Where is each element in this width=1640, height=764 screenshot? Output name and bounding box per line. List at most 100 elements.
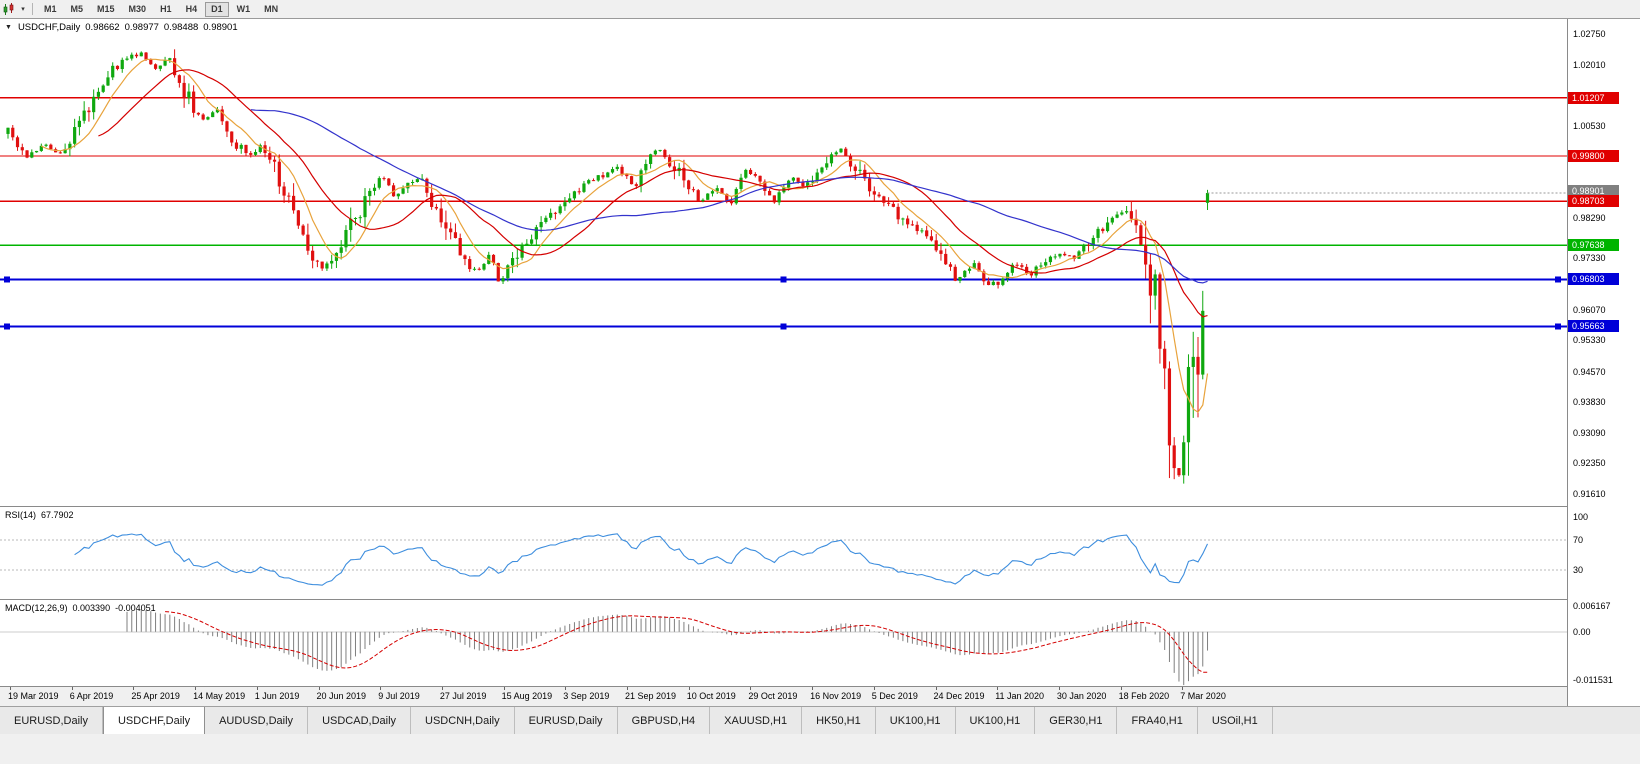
date-tick-mark [627, 687, 628, 690]
date-tick-mark [195, 687, 197, 690]
date-tick-mark [10, 687, 11, 690]
date-label: 10 Oct 2019 [686, 691, 736, 701]
time-axis[interactable]: 19 Mar 2019 6 Apr 2019 25 Apr 2019 14 May 2… [0, 687, 1567, 705]
chart-tab-usoil-h1[interactable]: USOil,H1 [1197, 707, 1273, 734]
timeframe-button-w1[interactable]: W1 [236, 3, 251, 14]
date-tick-mark [71, 687, 73, 690]
chart-tab-ger30-h1[interactable]: GER30,H1 [1035, 707, 1118, 734]
price-tick: 0.96070 [1573, 304, 1606, 315]
timeframe-button-m15[interactable]: M15 [97, 3, 115, 14]
timeframe-button-m30[interactable]: M30 [128, 3, 147, 14]
chart-tab-bar: EURUSD,Daily USDCHF,Daily AUDUSD,Daily USDC… [0, 706, 1640, 734]
date-tick-mark [1120, 687, 1122, 690]
chart-tab-eurusd-daily[interactable]: EURUSD,Daily [0, 707, 103, 734]
date-label: 6 Apr 2019 [69, 691, 114, 701]
date-tick-mark [997, 687, 999, 690]
chart-tab-usdcad-daily[interactable]: USDCAD,Daily [308, 707, 412, 734]
date-tick-mark [441, 687, 443, 690]
chart-tab-eurusd-daily[interactable]: EURUSD,Daily [514, 707, 618, 734]
chart-tab-audusd-daily[interactable]: AUDUSD,Daily [205, 707, 309, 734]
panel-divider[interactable] [0, 506, 1567, 507]
date-tick-mark [503, 687, 505, 690]
rsi-axis-label: 100 [1573, 512, 1589, 522]
chevron-down-icon[interactable]: ▾ [21, 6, 25, 13]
chart-title: ▼ USDCHF,Daily 0.98662 0.98977 0.98488 0… [5, 22, 238, 33]
price-tick: 0.94570 [1573, 366, 1606, 377]
rsi-label: RSI(14) 67.7902 [5, 510, 74, 520]
date-tick-mark [750, 687, 752, 690]
price-tick: 0.98290 [1573, 213, 1606, 224]
timeframe-button-m5[interactable]: M5 [70, 3, 84, 14]
macd-canvas[interactable] [0, 600, 1567, 686]
price-tag-resistance-line: 0.98703 [1568, 195, 1619, 208]
date-tick-mark [812, 687, 814, 690]
date-tick-mark [318, 687, 320, 690]
chart-tab-gbpusd-h4[interactable]: GBPUSD,H4 [617, 707, 711, 734]
price-tick: 0.93090 [1573, 427, 1606, 438]
chart-tab-xauusd-h1[interactable]: XAUUSD,H1 [710, 707, 803, 734]
date-label: 1 Jun 2019 [254, 691, 300, 701]
chart-tab-uk100-h1[interactable]: UK100,H1 [955, 707, 1036, 734]
rsi-name: RSI(14) [5, 510, 37, 520]
date-tick-mark [256, 687, 258, 690]
date-tick-mark [565, 687, 567, 690]
rsi-axis-label: 30 [1573, 565, 1584, 576]
date-label: 27 Jul 2019 [439, 691, 487, 701]
date-label: 29 Oct 2019 [748, 691, 798, 701]
price-tag-support-line: 0.97638 [1568, 239, 1619, 252]
macd-panel[interactable]: MACD(12,26,9) 0.003390 -0.004051 [0, 600, 1567, 686]
price-axis-divider [1567, 19, 1568, 706]
macd-label: MACD(12,26,9) 0.003390 -0.004051 [5, 603, 156, 613]
price-tick: 0.92350 [1573, 458, 1606, 469]
price-axis[interactable]: 1.02750 1.02010 1.00530 0.98290 0.97330 0.960… [1568, 19, 1640, 706]
panel-divider[interactable] [0, 599, 1567, 600]
price-chart-canvas[interactable] [0, 19, 1567, 506]
date-label: 5 Dec 2019 [871, 691, 918, 701]
timeframe-button-d1[interactable]: D1 [205, 1, 229, 17]
price-chart-panel[interactable]: ▼ USDCHF,Daily 0.98662 0.98977 0.98488 0… [0, 19, 1567, 506]
timeframe-button-mn[interactable]: MN [264, 3, 279, 14]
date-tick-mark [1058, 687, 1060, 690]
macd-main-value: 0.003390 [72, 603, 111, 613]
price-tick: 0.93830 [1573, 397, 1606, 408]
price-tag-current-price: 0.98901 [1568, 184, 1619, 197]
toolbar-separator [32, 3, 33, 15]
timeframe-button-h4[interactable]: H4 [185, 3, 198, 14]
date-label: 15 Aug 2019 [501, 691, 553, 701]
date-label: 25 Apr 2019 [131, 691, 180, 701]
chart-dropdown-icon[interactable]: ▼ [5, 24, 12, 31]
macd-signal-value: -0.004051 [115, 603, 156, 613]
price-tick: 0.95330 [1573, 335, 1606, 346]
panel-divider [0, 686, 1567, 687]
chart-tab-usdchf-daily[interactable]: USDCHF,Daily [102, 707, 206, 734]
date-label: 9 Jul 2019 [378, 691, 420, 701]
chart-tab-hk50-h1[interactable]: HK50,H1 [802, 707, 876, 734]
date-tick-mark [688, 687, 690, 690]
chart-tab-uk100-h1[interactable]: UK100,H1 [875, 707, 956, 734]
date-label: 24 Dec 2019 [933, 691, 985, 701]
macd-name: MACD(12,26,9) [5, 603, 68, 613]
date-tick-mark [133, 687, 135, 690]
date-label: 14 May 2019 [193, 691, 246, 701]
rsi-canvas[interactable] [0, 507, 1567, 599]
price-tag-support-line: 0.96803 [1568, 273, 1619, 286]
chart-tab-usdcnh-daily[interactable]: USDCNH,Daily [411, 707, 515, 734]
ohlc-high: 0.98977 [124, 22, 159, 33]
timeframe-button-h1[interactable]: H1 [160, 3, 172, 14]
price-tick: 1.02010 [1573, 59, 1606, 70]
rsi-panel[interactable]: RSI(14) 67.7902 [0, 507, 1567, 599]
date-tick-mark [935, 687, 937, 690]
timeframe-button-m1[interactable]: M1 [44, 3, 57, 14]
date-label: 19 Mar 2019 [8, 691, 59, 701]
price-tag-resistance-line: 0.99800 [1568, 149, 1619, 162]
chart-tab-fra40-h1[interactable]: FRA40,H1 [1117, 707, 1198, 734]
candlestick-chart-icon[interactable] [0, 1, 18, 17]
rsi-value: 67.7902 [41, 510, 74, 520]
ohlc-close: 0.98901 [203, 22, 238, 33]
price-tick: 0.91610 [1573, 488, 1606, 499]
price-tag-resistance-line: 1.01207 [1568, 91, 1619, 104]
timeframe-toolbar: ▾ M1 M5 M15 M30 H1 H4 D1 W1 MN [0, 0, 1640, 19]
price-tick: 1.00530 [1573, 120, 1606, 131]
macd-axis-label: -0.011531 [1573, 675, 1613, 685]
price-tick: 1.02750 [1573, 29, 1606, 40]
